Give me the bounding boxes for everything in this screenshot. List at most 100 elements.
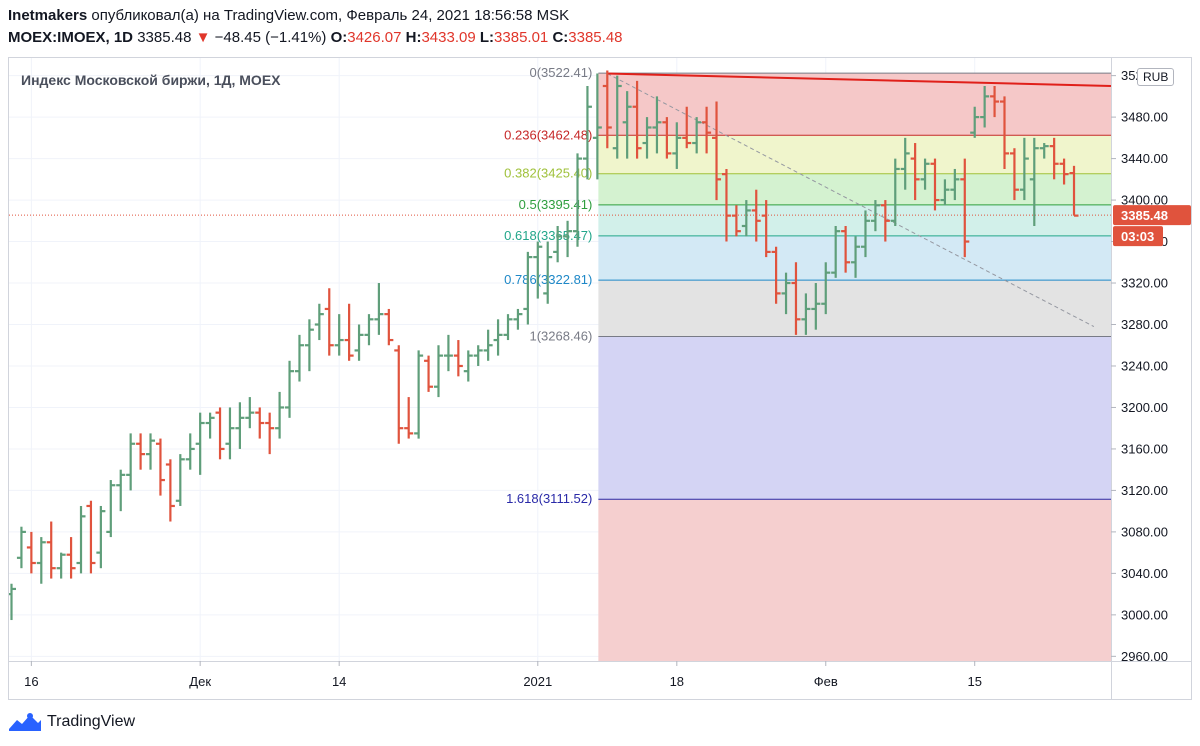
ohlc-bar <box>344 303 354 361</box>
ohlc-bar <box>513 308 523 330</box>
time-tick-label: 16 <box>24 674 38 689</box>
symbol-label: MOEX:IMOEX, 1D <box>8 29 134 46</box>
ohlc-bar <box>334 314 344 356</box>
ohlc-bar <box>205 412 215 439</box>
ohlc-bar <box>682 106 692 149</box>
chart-panel[interactable]: 0(3522.41) 0.236(3462.48) 0.382(3425.40) 0.… <box>8 57 1192 700</box>
ohlc-bar <box>592 73 602 180</box>
ohlc-bar <box>314 303 324 341</box>
dashed-trend-line <box>607 73 1095 328</box>
ohlc-bar <box>960 158 970 258</box>
ohlc-bar <box>602 70 612 149</box>
ohlc-bar <box>801 293 811 335</box>
price-axis: 2960.00 3000.00 3040.00 3080.00 3120.00 3160.… <box>1111 68 1168 664</box>
ohlc-bar <box>1019 137 1029 201</box>
ohlc-bar <box>940 179 950 206</box>
chart-header: Inetmakers опубликовал(а) на TradingView… <box>8 4 1192 48</box>
fib-zone-1 <box>598 336 1111 500</box>
time-tick-label: 14 <box>332 674 346 689</box>
ohlc-bar <box>275 391 285 439</box>
ohlc-bar <box>1049 137 1059 180</box>
ohlc-bar <box>146 433 156 470</box>
ohlc-bar <box>990 85 1000 118</box>
ohlc-bar <box>721 168 731 242</box>
fib-level-label-1: 1(3268.46) <box>529 328 592 343</box>
ohlc-bar <box>225 407 235 460</box>
ohlc-bar <box>394 345 404 444</box>
last-price-badge <box>1113 205 1191 226</box>
ohlc-bar <box>384 308 394 346</box>
price-tick-label: 2960.00 <box>1121 649 1168 664</box>
fib-level-label-0.236: 0.236(3462.48) <box>504 127 592 142</box>
price-tick-label: 3200.00 <box>1121 400 1168 415</box>
ohlc-bar <box>1059 158 1069 185</box>
fib-zone-0.236 <box>598 135 1111 174</box>
ohlc-bar <box>364 314 374 346</box>
symbol-line: MOEX:IMOEX, 1D 3385.48 ▼ −48.45 (−1.41%)… <box>8 29 623 46</box>
price-tick-label: 3000.00 <box>1121 607 1168 622</box>
price-tick-label: 3440.00 <box>1121 151 1168 166</box>
ohlc-bar <box>453 340 463 377</box>
footer-branding: TradingView <box>8 710 308 736</box>
fib-zone-1.618 <box>598 499 1111 661</box>
time-tick-label: Дек <box>189 674 211 689</box>
currency-button[interactable]: RUB <box>1137 68 1175 86</box>
high-value: 3433.09 <box>421 29 476 46</box>
tradingview-brand[interactable]: TradingView <box>47 713 136 730</box>
ohlc-bar <box>245 397 255 429</box>
ohlc-bar <box>781 272 791 315</box>
ohlc-bar <box>493 319 503 356</box>
ohlc-bar <box>573 153 583 247</box>
ohlc-bar <box>374 283 384 335</box>
ohlc-bar <box>612 75 622 159</box>
ohlc-bar <box>26 531 36 574</box>
ohlc-bar <box>761 200 771 258</box>
ohlc-bar <box>741 200 751 237</box>
time-tick-label: Фев <box>814 674 838 689</box>
ohlc-bar <box>9 583 16 621</box>
price-chart[interactable]: 0(3522.41) 0.236(3462.48) 0.382(3425.40) 0.… <box>9 58 1191 699</box>
price-tick-label: 3480.00 <box>1121 110 1168 125</box>
low-label: L: <box>479 29 495 46</box>
time-axis: 16 Дек 14 2021 18 Фев 15 <box>24 661 982 689</box>
fib-level-label-1.618: 1.618(3111.52) <box>506 491 592 506</box>
ohlc-bar <box>553 225 563 263</box>
ohlc-bar <box>404 397 414 439</box>
ohlc-bar <box>116 469 126 512</box>
fib-zone-0 <box>598 73 1111 136</box>
change-value: −48.45 (−1.41%) <box>214 29 327 46</box>
low-value: 3385.01 <box>494 29 549 46</box>
ohlc-bar <box>136 433 146 470</box>
ohlc-bar <box>1069 165 1079 217</box>
time-tick-label: 15 <box>967 674 981 689</box>
open-label: O: <box>330 29 348 46</box>
ohlc-bar <box>900 137 910 190</box>
ohlc-bar <box>851 236 861 278</box>
ohlc-bar <box>255 407 265 439</box>
ohlc-bar <box>831 225 841 278</box>
ohlc-bar <box>712 101 722 201</box>
ohlc-bar <box>910 143 920 201</box>
ohlc-bar <box>523 251 533 325</box>
author-name[interactable]: Inetmakers <box>8 7 88 24</box>
ohlc-bar <box>473 345 483 366</box>
ohlc-bar <box>354 324 364 361</box>
ohlc-bar <box>433 345 443 398</box>
ohlc-bar <box>920 158 930 190</box>
ohlc-bar <box>563 220 573 258</box>
ohlc-bar <box>46 521 56 579</box>
ohlc-bar <box>304 319 314 372</box>
ohlc-bar <box>294 334 304 382</box>
countdown-badge <box>1113 226 1163 247</box>
ohlc-bar <box>503 314 513 341</box>
ohlc-bar <box>76 505 86 574</box>
ohlc-bar <box>126 433 136 491</box>
close-value: 3385.48 <box>568 29 623 46</box>
ohlc-bar <box>791 262 801 335</box>
ohlc-bar <box>483 329 493 361</box>
ohlc-bar <box>155 438 165 496</box>
ohlc-bar <box>890 158 900 226</box>
fib-zone-0.5 <box>598 204 1111 236</box>
ohlc-bar <box>930 158 940 211</box>
countdown-label: 03:03 <box>1121 229 1154 244</box>
